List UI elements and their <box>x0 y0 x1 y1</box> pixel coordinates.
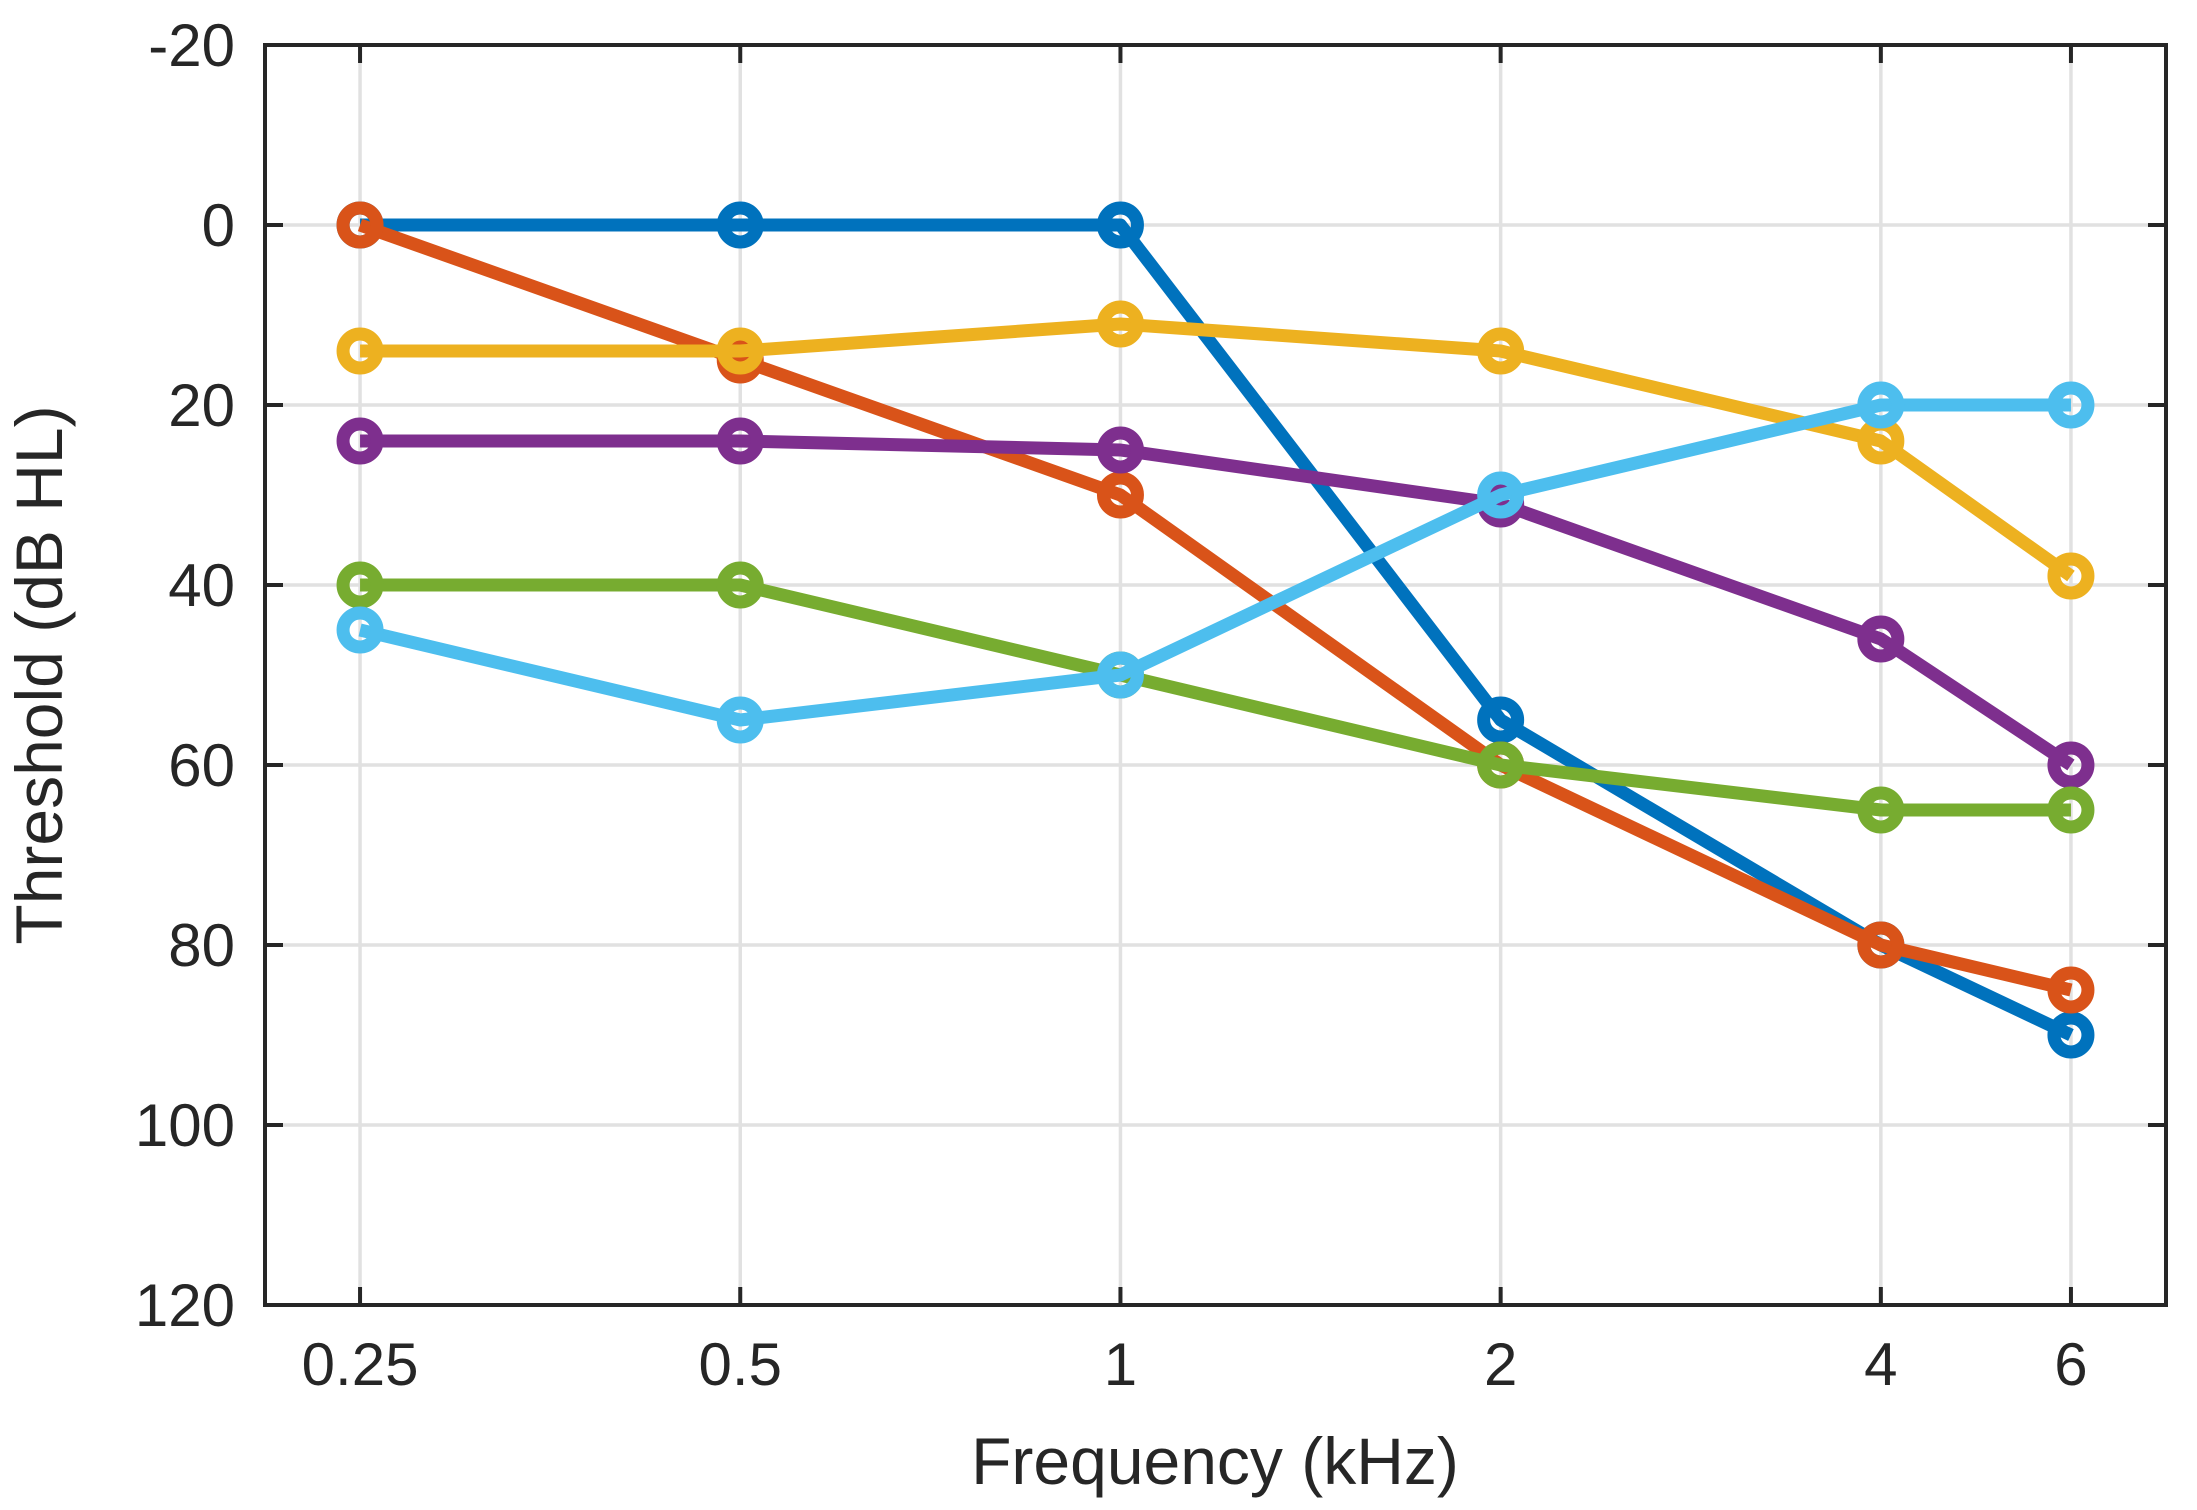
marker-series-2-orange <box>2047 966 2095 1014</box>
marker-series-4-purple <box>1857 615 1905 663</box>
marker-series-5-green <box>1857 786 1905 834</box>
x-tick-label: 6 <box>2054 1331 2087 1398</box>
plot-border <box>263 43 2168 1307</box>
marker-series-2-orange <box>1096 471 1144 519</box>
x-tick-label: 2 <box>1484 1331 1517 1398</box>
series-line-series-4-purple <box>360 434 2075 771</box>
y-tick-label: 100 <box>135 1092 235 1159</box>
y-tick-label: 60 <box>168 732 235 799</box>
series-line-series-6-cyan <box>358 398 2071 727</box>
marker-series-5-green <box>336 561 384 609</box>
marker-series-6-cyan <box>2047 381 2095 429</box>
marker-series-4-purple <box>2047 741 2095 789</box>
series-line-series-2-orange <box>357 218 2073 997</box>
marker-series-1-blue <box>2047 1011 2095 1059</box>
marker-series-3-yellow <box>1477 327 1525 375</box>
x-tick-label: 1 <box>1104 1331 1137 1398</box>
marker-series-3-yellow <box>1096 300 1144 348</box>
marker-series-2-orange <box>1857 921 1905 969</box>
marker-series-4-purple <box>716 417 764 465</box>
marker-series-1-blue <box>716 201 764 249</box>
series-line-series-5-green <box>360 578 2071 817</box>
x-axis-label: Frequency (kHz) <box>971 1424 1459 1498</box>
marker-series-6-cyan <box>716 696 764 744</box>
marker-series-1-blue <box>1477 696 1525 744</box>
marker-series-5-green <box>716 561 764 609</box>
marker-series-5-green <box>2047 786 2095 834</box>
marker-series-6-cyan <box>1857 381 1905 429</box>
y-tick-label: 40 <box>168 552 235 619</box>
marker-series-3-yellow <box>336 327 384 375</box>
marker-series-4-purple <box>1096 426 1144 474</box>
y-tick-label: 80 <box>168 912 235 979</box>
marker-series-3-yellow <box>2047 552 2095 600</box>
marker-series-6-cyan <box>1477 471 1525 519</box>
y-axis-label: Threshold (dB HL) <box>2 405 76 944</box>
y-tick-label: 120 <box>135 1272 235 1339</box>
y-tick-label: 0 <box>202 192 235 259</box>
marker-series-2-orange <box>336 201 384 249</box>
marker-series-1-blue <box>1096 201 1144 249</box>
y-tick-label: -20 <box>148 12 235 79</box>
chart-generated-content: -20 0 20 40 60 80 100 120 0.25 0.5 1 2 4 6 <box>135 12 2168 1398</box>
marker-series-3-yellow <box>716 327 764 375</box>
marker-series-5-green <box>1477 741 1525 789</box>
marker-series-6-cyan <box>1096 651 1144 699</box>
marker-series-4-purple <box>336 417 384 465</box>
y-tick-label: 20 <box>168 372 235 439</box>
x-tick-label: 0.5 <box>699 1331 782 1398</box>
x-tick-label: 0.25 <box>302 1331 419 1398</box>
marker-series-6-cyan <box>336 606 384 654</box>
x-tick-label: 4 <box>1864 1331 1897 1398</box>
series-line-series-3-yellow <box>360 317 2075 582</box>
